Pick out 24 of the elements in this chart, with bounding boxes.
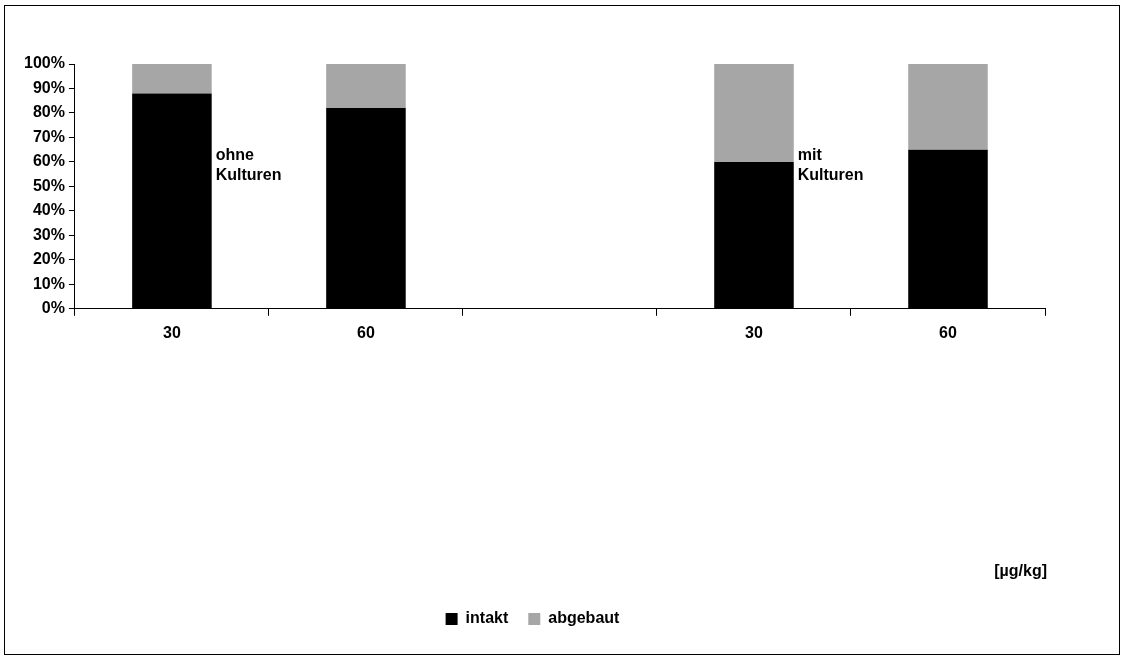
y-tick-label: 70% xyxy=(32,127,65,145)
y-tick-label: 0% xyxy=(41,299,65,317)
annotation: mit Kulturen xyxy=(797,144,865,185)
y-tick-label: 90% xyxy=(32,78,65,96)
text: [µg/kg] xyxy=(994,560,1047,581)
legend-label: intakt xyxy=(465,609,509,627)
bar xyxy=(714,64,794,162)
y-tick-label: 80% xyxy=(32,103,65,121)
y-tick-label: 20% xyxy=(32,250,65,268)
y-tick-label: 50% xyxy=(32,176,65,194)
annotation: ohne Kulturen xyxy=(215,144,283,185)
y-tick-label: 10% xyxy=(32,274,65,292)
legend-label: abgebaut xyxy=(548,609,621,627)
bar xyxy=(132,64,212,94)
bar xyxy=(326,64,406,109)
y-tick-label: 100% xyxy=(24,54,65,72)
x-tick-label: 30 xyxy=(745,323,763,341)
x-tick-label: 30 xyxy=(163,323,181,341)
y-tick-label: 40% xyxy=(32,201,65,219)
x-tick-label: 60 xyxy=(939,323,957,341)
x-tick-label: 60 xyxy=(357,323,375,341)
y-tick-label: 30% xyxy=(32,225,65,243)
bar xyxy=(908,64,988,150)
y-tick-label: 60% xyxy=(32,152,65,170)
